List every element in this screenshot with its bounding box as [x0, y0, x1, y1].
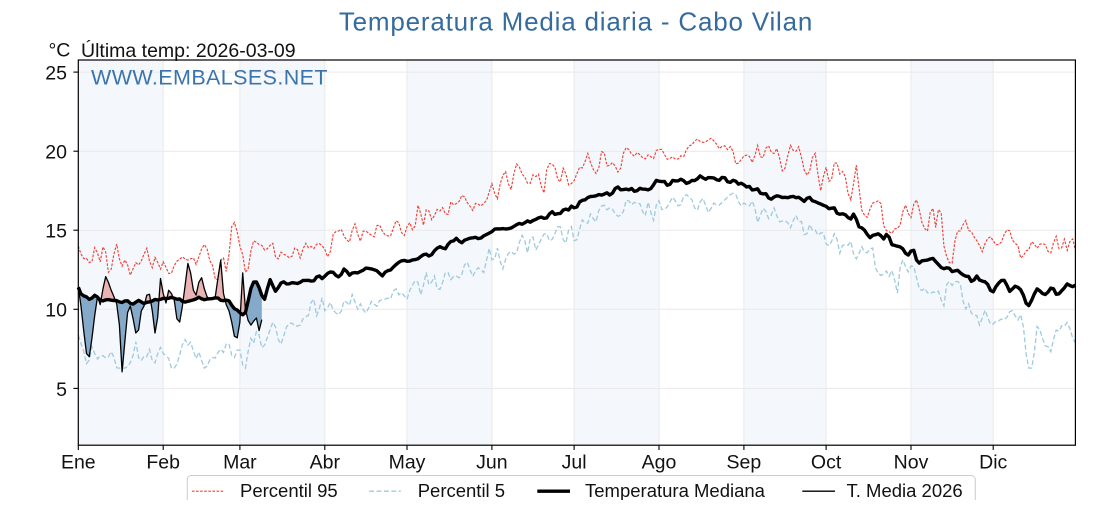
svg-text:Mar: Mar	[223, 452, 257, 474]
svg-text:5: 5	[56, 379, 67, 401]
svg-text:Feb: Feb	[146, 452, 180, 474]
svg-text:Dic: Dic	[979, 452, 1007, 474]
svg-text:Sep: Sep	[727, 452, 762, 474]
svg-text:May: May	[389, 452, 426, 474]
svg-text:Jun: Jun	[476, 452, 507, 474]
svg-text:15: 15	[45, 221, 67, 243]
svg-text:Temperatura Mediana: Temperatura Mediana	[585, 480, 766, 500]
svg-text:10: 10	[45, 300, 67, 322]
svg-text:°C: °C	[49, 40, 71, 62]
svg-text:Percentil 95: Percentil 95	[240, 480, 338, 500]
svg-text:Abr: Abr	[310, 452, 341, 474]
svg-text:WWW.EMBALSES.NET: WWW.EMBALSES.NET	[91, 66, 328, 90]
svg-text:Ene: Ene	[61, 452, 96, 474]
svg-text:Nov: Nov	[894, 452, 929, 474]
svg-text:Percentil 5: Percentil 5	[418, 480, 505, 500]
svg-text:T. Media 2026: T. Media 2026	[847, 480, 963, 500]
svg-text:25: 25	[45, 63, 67, 85]
svg-text:20: 20	[45, 142, 67, 164]
svg-text:Jul: Jul	[562, 452, 587, 474]
svg-text:Última temp: 2026-03-09: Última temp: 2026-03-09	[81, 39, 296, 62]
svg-text:Ago: Ago	[642, 452, 677, 474]
svg-text:Oct: Oct	[811, 452, 842, 474]
svg-text:Temperatura Media diaria - Cab: Temperatura Media diaria - Cabo Vilan	[339, 7, 813, 37]
